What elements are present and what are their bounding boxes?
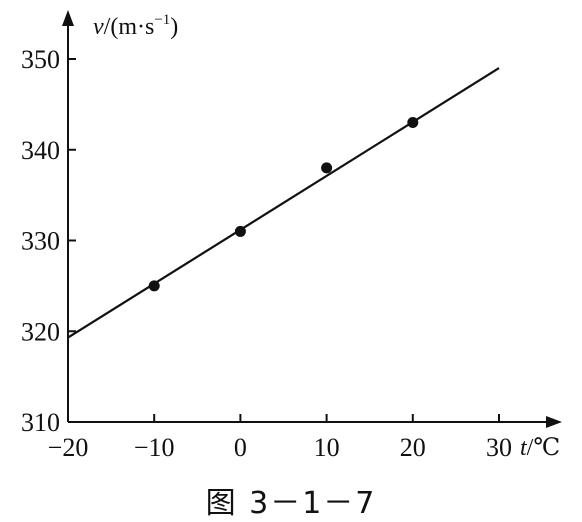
data-point (148, 280, 160, 292)
x-ticks: −20 −10 0 10 20 30 (48, 414, 512, 462)
data-points (148, 117, 419, 292)
y-axis-label: v/(m·s−1) (93, 12, 178, 40)
data-point (234, 225, 246, 237)
y-tick-label: 330 (21, 227, 60, 256)
y-tick-label: 310 (21, 408, 60, 437)
y-tick-label: 350 (21, 45, 60, 74)
figure-caption: 图 3－1－7 (205, 486, 377, 521)
y-axis-arrow (62, 10, 74, 26)
x-tick-label: 10 (314, 433, 340, 462)
fit-line (67, 67, 500, 339)
x-tick-label: 0 (234, 433, 247, 462)
x-tick-label: 20 (400, 433, 426, 462)
y-ticks: 310 320 330 340 350 (21, 45, 76, 437)
data-point (407, 117, 419, 129)
y-tick-label: 320 (21, 317, 60, 346)
data-point (321, 162, 333, 174)
x-axis-label: t/℃ (520, 435, 560, 461)
y-tick-label: 340 (21, 136, 60, 165)
axes (62, 10, 562, 428)
x-tick-label: −20 (48, 433, 89, 462)
x-tick-label: 30 (486, 433, 512, 462)
x-tick-label: −10 (134, 433, 175, 462)
x-axis-arrow (546, 416, 562, 428)
